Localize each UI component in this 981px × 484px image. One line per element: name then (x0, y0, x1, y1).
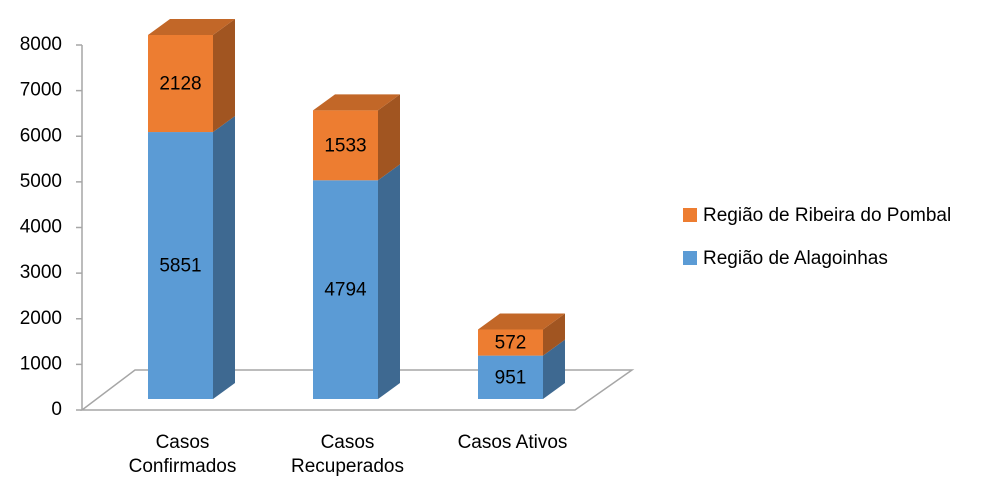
y-tick-label: 8000 (20, 34, 62, 55)
bar-side (213, 116, 235, 399)
y-tick-label: 5000 (20, 171, 62, 192)
data-label: 2128 (159, 74, 201, 95)
x-tick-label: Casos Ativos (457, 432, 568, 453)
y-tick-label: 6000 (20, 125, 62, 146)
bar-segment (148, 132, 213, 399)
legend-label: Região de Alagoinhas (703, 248, 888, 269)
legend-label: Região de Ribeira do Pombal (703, 205, 951, 226)
y-tick-label: 4000 (20, 217, 62, 238)
legend-swatch (683, 251, 697, 265)
bar-side (543, 339, 565, 399)
data-label: 1533 (324, 135, 366, 156)
data-label: 572 (495, 333, 527, 354)
data-label: 951 (495, 367, 527, 388)
bar-segment (313, 180, 378, 399)
bar-side (378, 94, 400, 181)
legend-swatch (683, 208, 697, 222)
x-tick-label: Casos Recuperados (290, 432, 405, 477)
bar-top (148, 18, 235, 35)
data-label: 4794 (324, 280, 367, 301)
data-label: 5851 (159, 256, 201, 277)
bar-side (213, 18, 235, 133)
floor (79, 369, 635, 411)
bar-side (543, 313, 565, 356)
bar-top (478, 313, 565, 330)
bar-segment (478, 329, 543, 356)
bar-segment (313, 110, 378, 181)
bar-side (378, 164, 400, 399)
y-tick-label: 7000 (20, 80, 62, 101)
y-tick-label: 3000 (20, 262, 62, 283)
y-tick-label: 0 (51, 399, 62, 420)
bar-segment (478, 355, 543, 399)
bar-top (313, 94, 400, 111)
y-tick-label: 2000 (20, 308, 62, 329)
x-tick-label: Casos Confirmados (128, 432, 237, 477)
y-tick-label: 1000 (20, 353, 62, 374)
bar-segment (148, 34, 213, 133)
